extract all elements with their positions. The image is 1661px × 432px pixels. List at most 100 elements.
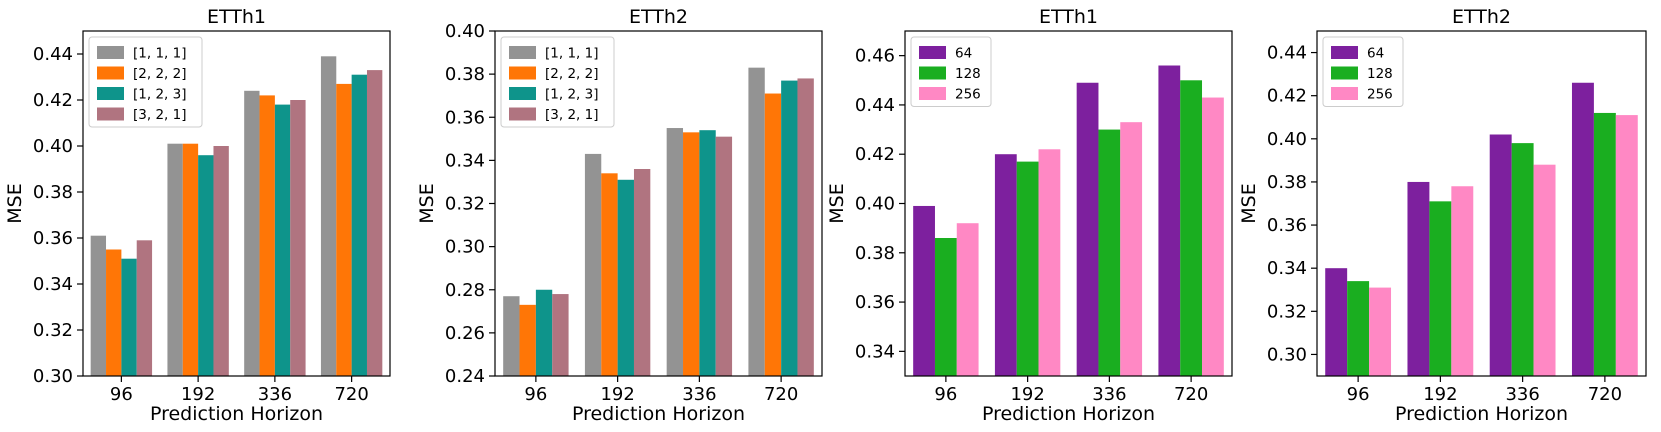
legend-swatch [509,46,536,59]
legend: 64 128 256 [1322,36,1404,107]
x-tick-label: 96 [524,384,547,405]
y-tick-label: 0.34 [855,341,895,362]
bar-96-series-1 [90,235,107,376]
chart-panel-3: 0.34 0.36 0.38 0.40 0.42 0.44 0.46 96 192 336 720 E… [826,6,1233,425]
x-tick-label: 336 [682,384,716,405]
bar-96-series-1 [913,205,935,376]
bar-720-series-1 [1571,82,1594,376]
legend: 64 128 256 [910,36,992,107]
bar-96-series-4 [552,294,569,376]
x-axis-label: Prediction Horizon [1395,403,1568,425]
legend-label: [1, 1, 1] [545,46,598,62]
y-tick-label: 0.42 [1267,86,1307,107]
legend: [1, 1, 1] [2, 2, 2] [1, 2, 3] [3, 2, 1] [500,36,615,128]
plot-frame [1316,30,1647,377]
legend-swatch [97,107,124,121]
y-tick-label: 0.30 [1267,344,1307,365]
bar-192-series-1 [1407,181,1430,376]
bar-720-series-3 [1615,115,1638,376]
bar-192-series-2 [1429,201,1452,376]
legend: [1, 1, 1] [2, 2, 2] [1, 2, 3] [3, 2, 1] [88,36,203,128]
bar-720-series-3 [1202,97,1224,376]
y-tick-label: 0.44 [855,95,895,116]
y-tick-label: 0.44 [33,44,73,65]
x-axis-label: Prediction Horizon [150,403,323,425]
chart-title: ETTh2 [629,6,688,28]
y-tick-label: 0.44 [1267,43,1307,64]
y-tick-label: 0.32 [33,320,73,341]
x-tick-label: 192 [600,384,634,405]
bar-720-series-4 [797,78,814,376]
legend-label: [3, 2, 1] [133,107,186,123]
bar-720-series-2 [336,83,352,377]
legend-label: [1, 2, 3] [133,87,186,103]
x-axis-label: Prediction Horizon [572,403,745,425]
bar-96-series-3 [535,289,553,376]
chart-title: ETTh1 [207,6,266,28]
legend-label: [2, 2, 2] [545,66,598,82]
y-tick-label: 0.38 [445,64,485,85]
x-tick-label: 720 [334,384,368,405]
legend-swatch [1331,87,1358,100]
x-tick-label: 336 [1505,384,1539,405]
bar-96-series-2 [1347,281,1370,376]
bar-96-series-2 [519,304,536,376]
chart-title: ETTh2 [1452,6,1511,28]
x-tick-label: 192 [1423,384,1457,405]
legend-swatch [97,87,124,100]
bar-336-series-4 [715,136,733,376]
legend-label: 256 [955,87,981,103]
y-tick-label: 0.42 [33,90,73,111]
bar-336-series-4 [290,100,306,376]
legend-label: 128 [1367,66,1393,82]
bar-336-series-1 [1489,134,1512,376]
bar-336-series-3 [1120,122,1143,377]
bar-192-series-3 [198,155,214,376]
x-tick-label: 96 [934,384,957,405]
y-tick-label: 0.42 [855,144,895,165]
y-tick-label: 0.28 [445,280,485,301]
bar-336-series-1 [1076,82,1099,376]
bar-720-series-1 [748,67,765,376]
y-tick-label: 0.38 [33,182,73,203]
legend-label: [1, 2, 3] [545,87,598,103]
legend-label: 128 [955,66,981,82]
bar-720-series-4 [366,70,383,376]
bar-192-series-3 [617,179,634,376]
x-tick-label: 720 [1174,384,1208,405]
bar-336-series-2 [1511,143,1534,376]
y-tick-label: 0.30 [445,237,485,258]
y-tick-label: 0.46 [855,46,895,67]
legend-swatch [509,66,536,80]
bar-336-series-3 [274,104,291,376]
y-axis-label: MSE [826,183,848,223]
x-tick-label: 720 [1588,384,1622,405]
y-tick-label: 0.40 [1267,129,1307,150]
legend-swatch [919,46,946,59]
bar-720-series-2 [1593,112,1616,376]
bar-96-series-1 [1325,268,1348,376]
bar-720-series-2 [1180,80,1203,376]
y-tick-label: 0.32 [1267,301,1307,322]
y-tick-label: 0.40 [33,136,73,157]
y-tick-label: 0.36 [33,228,73,249]
chart-title: ETTh1 [1039,6,1098,28]
x-tick-label: 96 [1347,384,1370,405]
x-tick-label: 336 [258,384,292,405]
bar-96-series-2 [106,249,122,376]
y-tick-label: 0.32 [445,194,485,215]
bar-720-series-1 [320,56,337,377]
legend-swatch [919,66,946,80]
y-tick-label: 0.38 [1267,172,1307,193]
y-tick-label: 0.34 [33,274,73,295]
legend-label: 64 [1367,46,1384,62]
y-tick-label: 0.34 [1267,258,1307,279]
bar-336-series-3 [699,130,716,376]
x-tick-label: 336 [1092,384,1126,405]
legend-swatch [97,66,124,80]
bar-192-series-4 [633,169,651,376]
y-tick-label: 0.40 [445,21,485,42]
bar-336-series-2 [259,95,275,377]
x-tick-label: 192 [1010,384,1044,405]
